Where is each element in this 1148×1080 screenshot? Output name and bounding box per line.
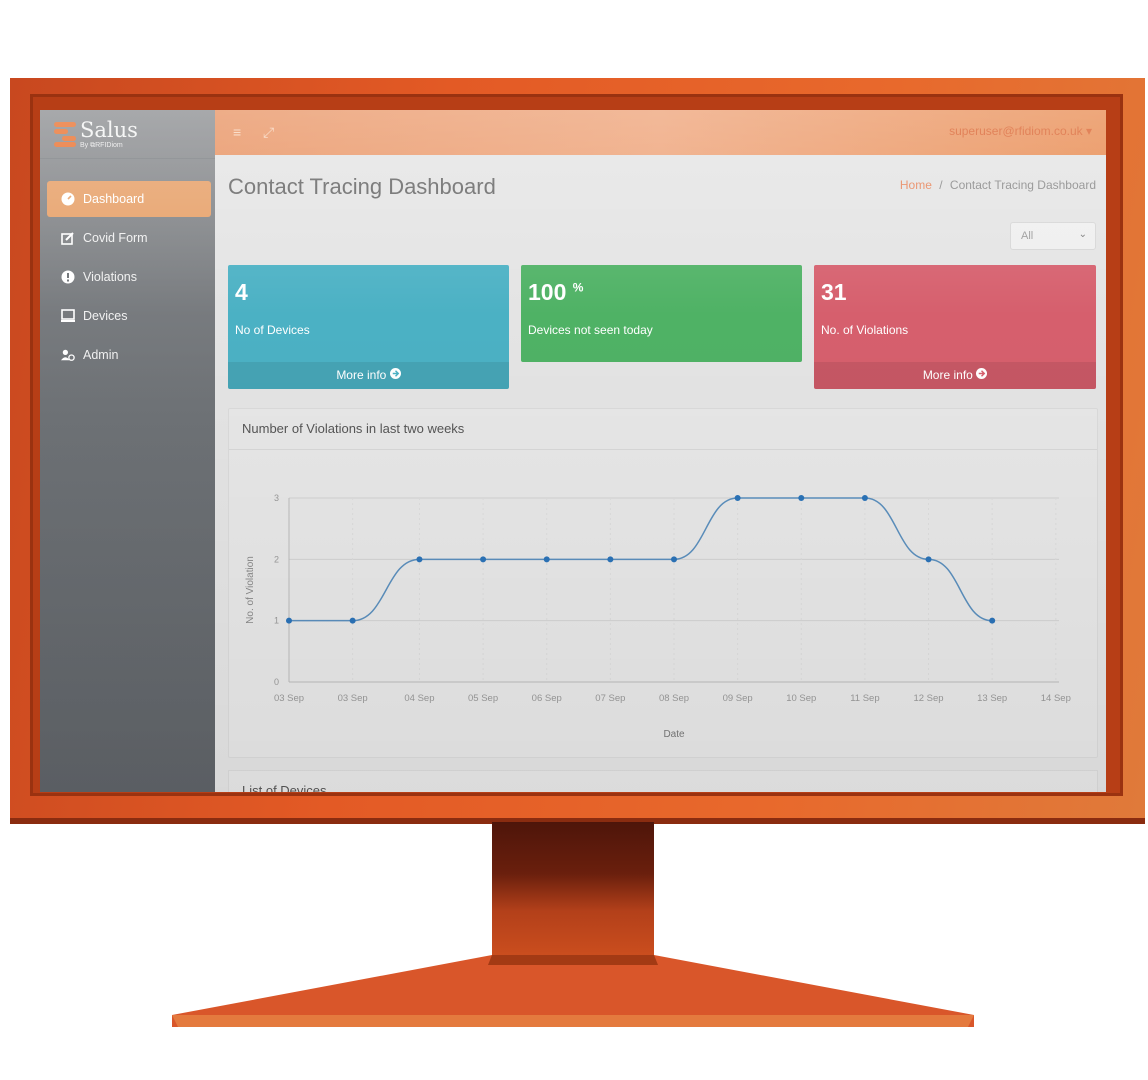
x-axis-label: Date: [663, 729, 685, 740]
sidebar-item-violations[interactable]: Violations: [47, 259, 211, 295]
filter-select-value: All: [1021, 230, 1034, 242]
stat-value: 100 %: [528, 279, 583, 306]
data-point: [349, 617, 356, 624]
monitor-neck: [492, 822, 654, 970]
x-tick-label: 07 Sep: [595, 693, 625, 704]
sidebar-item-dashboard[interactable]: Dashboard: [47, 181, 211, 217]
x-tick-label: 03 Sep: [274, 693, 304, 704]
salus-logo-icon: [54, 121, 76, 147]
data-point: [416, 556, 423, 563]
hamburger-menu-icon[interactable]: ≡: [233, 124, 242, 140]
breadcrumb-current: Contact Tracing Dashboard: [949, 178, 1096, 192]
data-point: [543, 556, 550, 563]
breadcrumb: Home / Contact Tracing Dashboard: [900, 178, 1096, 192]
sidebar-nav: Dashboard Covid Form Violations Devices: [40, 159, 215, 373]
stat-label: No of Devices: [235, 323, 310, 337]
y-axis-label: No. of Violation: [245, 556, 256, 624]
stat-box-violations: 31 No. of Violations More info: [814, 265, 1096, 389]
stat-box-devices: 4 No of Devices More info: [228, 265, 509, 389]
main-content: ≡ ⤢ superuser@rfidiom.co.uk ▾ Contact Tr…: [215, 110, 1106, 792]
stat-label: No. of Violations: [821, 323, 909, 337]
data-point: [989, 617, 996, 624]
brand-subtitle: By ⧉RFIDiom: [80, 141, 123, 149]
brand-name: Salus: [80, 117, 138, 142]
fullscreen-icon[interactable]: ⤢: [263, 124, 275, 140]
device-icon: [61, 309, 75, 323]
brand[interactable]: Salus By ⧉RFIDiom: [40, 110, 215, 159]
page-title: Contact Tracing Dashboard: [228, 174, 496, 199]
topbar: ≡ ⤢ superuser@rfidiom.co.uk ▾: [215, 110, 1106, 155]
data-point: [607, 556, 614, 563]
chart-card-title: Number of Violations in last two weeks: [229, 409, 1097, 450]
breadcrumb-home-link[interactable]: Home: [899, 178, 932, 192]
alert-icon: [61, 270, 75, 284]
sidebar-item-admin[interactable]: Admin: [47, 337, 211, 373]
x-tick-label: 12 Sep: [913, 693, 943, 704]
sidebar-item-label: Violations: [83, 270, 137, 284]
stat-label: Devices not seen today: [528, 323, 653, 337]
x-tick-label: 13 Sep: [977, 693, 1007, 704]
x-tick-label: 09 Sep: [723, 693, 753, 704]
sidebar-item-devices[interactable]: Devices: [47, 298, 211, 334]
filter-select[interactable]: All ⌄: [1010, 222, 1096, 250]
x-tick-label: 05 Sep: [468, 693, 498, 704]
dashboard-icon: [61, 192, 75, 206]
edit-icon: [61, 231, 75, 245]
more-info-label: More info: [336, 368, 387, 382]
data-point: [861, 495, 868, 501]
more-info-label: More info: [922, 368, 973, 382]
monitor-screen: Salus By ⧉RFIDiom Dashboard Covid Form: [40, 110, 1106, 792]
stat-number: 100: [528, 279, 567, 305]
arrow-circle-right-icon: [389, 368, 401, 379]
y-tick-label: 1: [274, 616, 279, 626]
stat-box-devices-not-seen: 100 % Devices not seen today: [521, 265, 802, 362]
data-point: [480, 556, 487, 563]
y-tick-label: 3: [274, 493, 279, 503]
x-tick-label: 11 Sep: [850, 693, 879, 704]
data-point: [734, 495, 741, 501]
breadcrumb-separator: /: [939, 178, 943, 192]
violations-chart-card: Number of Violations in last two weeks 0…: [228, 408, 1098, 758]
x-tick-label: 06 Sep: [532, 693, 562, 704]
x-tick-label: 04 Sep: [404, 693, 434, 704]
violations-line-chart: 0 1 2 3 03 Sep 03 Sep 04 Sep 05 Sep 06 Sep 07 Sep…: [245, 493, 1071, 740]
device-list-title: List of Devices: [242, 783, 327, 792]
y-tick-label: 0: [274, 677, 279, 687]
sidebar: Salus By ⧉RFIDiom Dashboard Covid Form: [40, 110, 215, 792]
admin-icon: [61, 348, 75, 362]
data-point: [925, 556, 932, 563]
stat-value: 31: [821, 279, 847, 305]
more-info-link[interactable]: More info: [814, 362, 1096, 389]
sidebar-item-label: Covid Form: [83, 231, 148, 245]
stat-value: 4: [235, 279, 248, 305]
data-point: [286, 617, 292, 624]
sidebar-item-label: Devices: [83, 309, 128, 323]
sidebar-item-label: Admin: [83, 348, 119, 362]
device-list-card: List of Devices: [228, 770, 1098, 792]
stat-unit: %: [572, 280, 584, 295]
more-info-link[interactable]: More info: [228, 362, 509, 389]
x-tick-label: 10 Sep: [786, 693, 816, 704]
user-menu[interactable]: superuser@rfidiom.co.uk ▾: [949, 124, 1092, 138]
x-tick-label: 08 Sep: [659, 693, 689, 704]
x-tick-label: 03 Sep: [338, 693, 368, 704]
x-tick-label: 14 Sep: [1041, 693, 1071, 704]
chevron-down-icon: ⌄: [1078, 229, 1087, 240]
monitor-base: [172, 955, 974, 1027]
sidebar-item-covid-form[interactable]: Covid Form: [47, 220, 211, 256]
data-point: [671, 556, 677, 563]
arrow-circle-right-icon: [976, 368, 988, 379]
data-point: [798, 495, 805, 501]
sidebar-item-label: Dashboard: [83, 192, 145, 206]
y-tick-label: 2: [274, 554, 279, 564]
